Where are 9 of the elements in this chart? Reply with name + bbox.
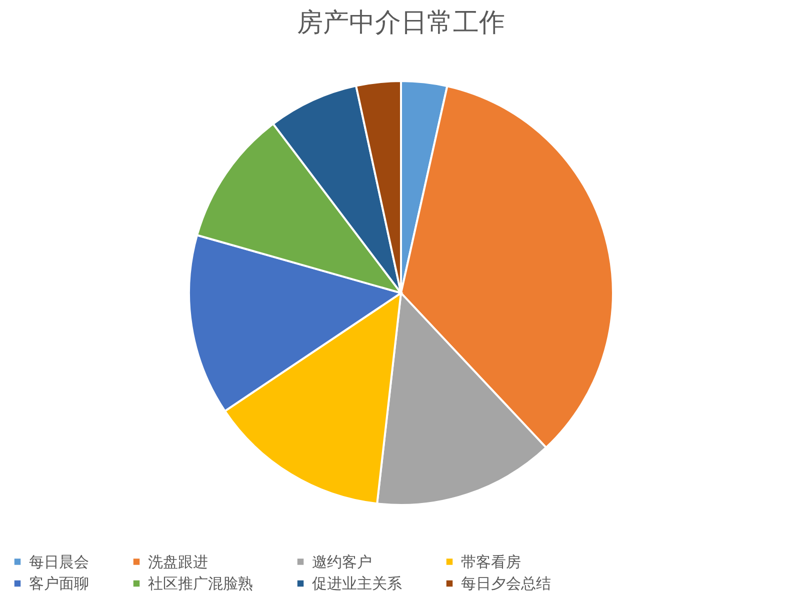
legend-label: 社区推广混脸熟 xyxy=(148,574,253,592)
legend-label: 带客看房 xyxy=(461,552,521,571)
legend-label: 邀约客户 xyxy=(312,552,372,571)
legend-label: 客户面聊 xyxy=(29,574,89,592)
chart-title: 房产中介日常工作 xyxy=(297,8,505,38)
legend-label: 洗盘跟进 xyxy=(148,552,208,571)
legend-label: 促进业主关系 xyxy=(312,574,402,592)
legend-label: 每日夕会总结 xyxy=(461,574,551,592)
legend-label: 每日晨会 xyxy=(29,552,89,571)
